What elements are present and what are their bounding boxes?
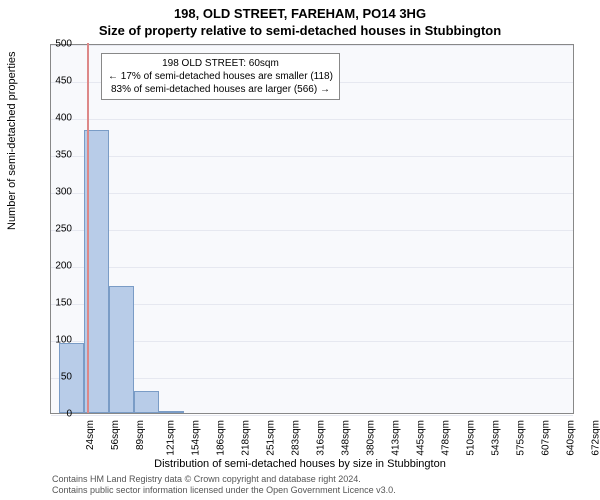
gridline [51, 230, 573, 231]
x-tick-label: 283sqm [291, 420, 302, 456]
x-tick-label: 510sqm [466, 420, 477, 456]
info-box-line2: ← 17% of semi-detached houses are smalle… [108, 70, 333, 83]
y-tick-label: 250 [44, 224, 72, 235]
x-tick-label: 89sqm [135, 420, 146, 450]
x-tick-label: 640sqm [566, 420, 577, 456]
y-tick-label: 400 [44, 113, 72, 124]
x-tick-label: 607sqm [541, 420, 552, 456]
y-tick-label: 300 [44, 187, 72, 198]
histogram-bar [109, 286, 134, 413]
x-tick-label: 575sqm [516, 420, 527, 456]
y-tick-label: 350 [44, 150, 72, 161]
info-box: 198 OLD STREET: 60sqm← 17% of semi-detac… [101, 53, 340, 100]
x-tick-label: 24sqm [85, 420, 96, 450]
x-tick-label: 672sqm [591, 420, 600, 456]
x-tick-label: 445sqm [416, 420, 427, 456]
x-tick-label: 316sqm [316, 420, 327, 456]
title-main: 198, OLD STREET, FAREHAM, PO14 3HG [0, 0, 600, 21]
property-marker-line [87, 43, 89, 413]
x-tick-label: 413sqm [391, 420, 402, 456]
footer-line2: Contains public sector information licen… [52, 485, 396, 496]
info-box-line1: 198 OLD STREET: 60sqm [108, 57, 333, 70]
info-box-line3: 83% of semi-detached houses are larger (… [108, 83, 333, 96]
y-tick-label: 450 [44, 76, 72, 87]
x-tick-label: 348sqm [341, 420, 352, 456]
y-tick-label: 500 [44, 39, 72, 50]
y-tick-label: 50 [44, 372, 72, 383]
gridline [51, 156, 573, 157]
chart-area: 198 OLD STREET: 60sqm← 17% of semi-detac… [50, 44, 574, 414]
gridline [51, 119, 573, 120]
x-tick-label: 154sqm [191, 420, 202, 456]
title-sub: Size of property relative to semi-detach… [0, 21, 600, 38]
y-tick-label: 100 [44, 335, 72, 346]
y-axis-label: Number of semi-detached properties [6, 51, 18, 230]
y-tick-label: 150 [44, 298, 72, 309]
x-tick-label: 56sqm [110, 420, 121, 450]
histogram-bar [134, 391, 159, 413]
gridline [51, 267, 573, 268]
y-tick-label: 0 [44, 409, 72, 420]
histogram-bar [159, 411, 184, 413]
x-tick-label: 380sqm [366, 420, 377, 456]
footer-attribution: Contains HM Land Registry data © Crown c… [52, 474, 396, 496]
gridline [51, 193, 573, 194]
x-axis-label: Distribution of semi-detached houses by … [0, 458, 600, 470]
gridline [51, 415, 573, 416]
x-tick-label: 543sqm [491, 420, 502, 456]
x-tick-label: 251sqm [266, 420, 277, 456]
x-tick-label: 121sqm [166, 420, 177, 456]
x-tick-label: 186sqm [216, 420, 227, 456]
x-tick-label: 218sqm [241, 420, 252, 456]
x-tick-label: 478sqm [441, 420, 452, 456]
gridline [51, 45, 573, 46]
footer-line1: Contains HM Land Registry data © Crown c… [52, 474, 396, 485]
y-tick-label: 200 [44, 261, 72, 272]
